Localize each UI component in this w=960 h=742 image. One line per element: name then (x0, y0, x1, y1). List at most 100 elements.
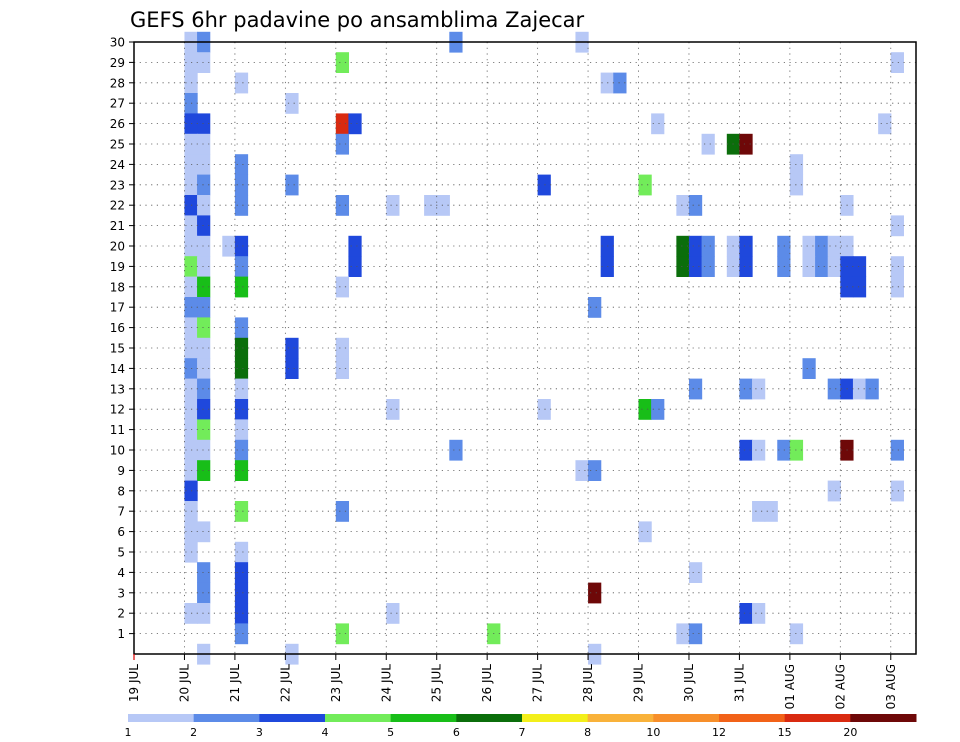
precip-cell (197, 439, 211, 461)
precip-cell (197, 195, 211, 216)
colorbar-swatch (719, 714, 786, 722)
precip-cell (752, 439, 766, 461)
y-tick-label: 15 (110, 342, 125, 356)
precip-cell (197, 235, 211, 257)
precip-cell (688, 256, 703, 277)
precip-cell (335, 501, 350, 522)
y-tick-label: 24 (110, 158, 125, 172)
precip-cell (890, 439, 904, 461)
x-tick-label: 19 JUL (127, 664, 141, 702)
precip-cell (234, 317, 249, 339)
precip-cell (285, 358, 299, 379)
x-tick-label: 01 AUG (783, 664, 797, 709)
precip-cell (285, 337, 299, 359)
y-tick-label: 30 (110, 36, 125, 50)
precip-cell (285, 93, 299, 114)
y-tick-label: 20 (110, 240, 125, 254)
x-axis: 19 JUL 20 JUL 21 JUL 22 JUL 23 JUL 24 JUL 25 J… (127, 654, 898, 709)
precip-cell (789, 439, 804, 461)
precip-cell (890, 52, 904, 73)
colorbar-swatch (128, 714, 195, 722)
colorbar-label: 3 (256, 726, 263, 739)
precip-cell (739, 603, 753, 624)
precip-cell (802, 235, 816, 257)
precip-cell (386, 399, 400, 420)
precip-cell (335, 337, 350, 359)
precip-cell (197, 378, 211, 400)
x-tick-label: 31 JUL (732, 664, 746, 702)
precip-cell (348, 113, 362, 135)
precip-cell (676, 235, 690, 257)
precip-cell (613, 72, 627, 94)
precip-cell (197, 317, 211, 339)
precip-cell (588, 297, 602, 318)
y-tick-label: 6 (117, 525, 125, 539)
precip-cell (890, 256, 904, 277)
precip-cell (197, 297, 211, 318)
y-tick-label: 3 (117, 586, 125, 600)
precip-cell (285, 174, 299, 196)
precip-cell (234, 623, 249, 645)
precip-cell (234, 501, 249, 522)
precip-cell (234, 541, 249, 563)
precip-cell (197, 154, 211, 175)
x-tick-label: 24 JUL (379, 664, 393, 702)
y-tick-label: 16 (110, 321, 125, 335)
x-tick-label: 27 JUL (531, 664, 545, 702)
precip-cell (348, 235, 362, 257)
precip-cell (197, 521, 211, 543)
precip-cell (575, 460, 589, 481)
precip-cell (234, 562, 249, 583)
precip-cell (827, 235, 841, 257)
colorbar-label: 7 (519, 726, 526, 739)
precip-cell (197, 460, 211, 481)
precip-cell (335, 52, 350, 73)
precip-cell (335, 623, 350, 645)
precip-cell (739, 256, 753, 277)
y-tick-label: 22 (110, 199, 125, 213)
precip-cell (537, 174, 551, 196)
precip-cell (197, 582, 211, 604)
colorbar-swatch (653, 714, 720, 722)
colorbar-label: 6 (453, 726, 460, 739)
precip-cell (701, 235, 715, 257)
colorbar-swatch (193, 714, 260, 722)
precip-cell (449, 439, 463, 461)
y-tick-label: 14 (110, 362, 125, 376)
colorbar-swatch (850, 714, 917, 722)
precip-cell (436, 195, 450, 216)
precip-cell (815, 256, 829, 277)
precip-cell (588, 460, 602, 481)
colorbar-swatch (325, 714, 392, 722)
colorbar: 1 2 3 4 5 6 7 8 10 12 15 20 (125, 714, 917, 739)
precip-cell (638, 399, 652, 420)
precip-cell (197, 52, 211, 73)
precip-cell (222, 235, 236, 257)
precip-cell (234, 603, 249, 624)
y-tick-label: 18 (110, 280, 125, 294)
precip-cell (890, 276, 904, 298)
precip-cell (852, 378, 867, 400)
x-tick-label: 20 JUL (177, 664, 191, 702)
precip-cell (878, 113, 892, 135)
precip-cell (197, 419, 211, 441)
precip-cell (234, 582, 249, 604)
y-tick-label: 8 (117, 484, 125, 498)
precip-cell (234, 378, 249, 400)
precip-cell (234, 256, 249, 277)
x-tick-label: 26 JUL (480, 664, 494, 702)
colorbar-label: 1 (125, 726, 132, 739)
precip-cell (335, 133, 350, 155)
precip-cell (234, 419, 249, 441)
colorbar-swatch (259, 714, 326, 722)
precip-cell (739, 378, 753, 400)
precip-cell (676, 623, 690, 645)
x-tick-label: 23 JUL (329, 664, 343, 702)
precip-cell (752, 603, 766, 624)
precip-cell (701, 133, 715, 155)
precip-cell (802, 256, 816, 277)
precip-cell (234, 337, 249, 359)
precip-cell (789, 623, 804, 645)
y-tick-label: 19 (110, 260, 125, 274)
colorbar-label: 4 (322, 726, 329, 739)
